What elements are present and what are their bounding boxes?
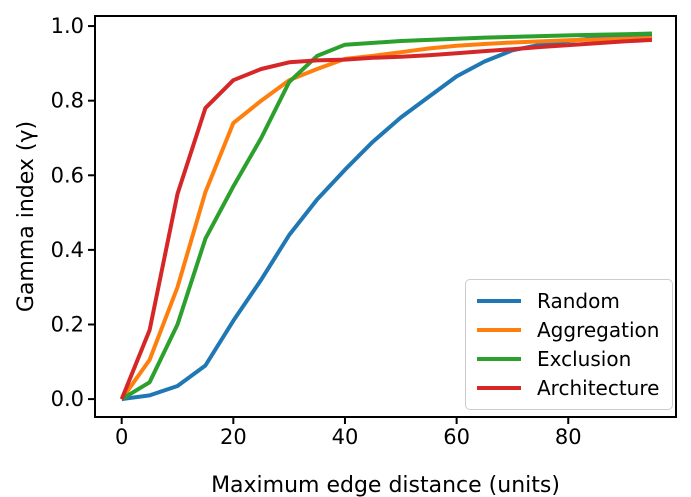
legend-swatch-architecture [477, 385, 521, 390]
legend-item-architecture: Architecture [477, 373, 660, 402]
y-axis-label: Gamma index (γ) [14, 121, 39, 312]
x-tick-label: 40 [332, 425, 359, 449]
x-tick-label: 80 [555, 425, 582, 449]
y-tick-label: 0.6 [51, 163, 84, 187]
x-tick-label: 20 [220, 425, 247, 449]
y-tick-label: 0.2 [51, 312, 84, 336]
legend-swatch-aggregation [477, 328, 521, 333]
series-line-exclusion [120, 31, 653, 401]
y-tick-label: 0.4 [51, 238, 84, 262]
legend-label-aggregation: Aggregation [537, 318, 660, 343]
legend-swatch-exclusion [477, 356, 521, 361]
legend-label-random: Random [537, 289, 620, 314]
legend-item-exclusion: Exclusion [477, 345, 660, 374]
y-tick-label: 0.8 [51, 89, 84, 113]
legend-label-architecture: Architecture [537, 375, 660, 400]
y-tick-label: 1.0 [51, 14, 84, 38]
legend-item-random: Random [477, 287, 660, 316]
series-line-aggregation [120, 36, 653, 401]
x-tick-label: 0 [115, 425, 128, 449]
legend: Random Aggregation Exclusion Architectur… [465, 279, 673, 410]
x-axis-label: Maximum edge distance (units) [211, 473, 560, 497]
plot-area [94, 15, 677, 418]
y-tick-label: 0.0 [51, 387, 84, 411]
legend-label-exclusion: Exclusion [537, 346, 632, 371]
series-line-architecture [119, 37, 653, 400]
x-tick-label: 60 [443, 425, 470, 449]
legend-swatch-random [477, 299, 521, 304]
legend-item-aggregation: Aggregation [477, 316, 660, 345]
